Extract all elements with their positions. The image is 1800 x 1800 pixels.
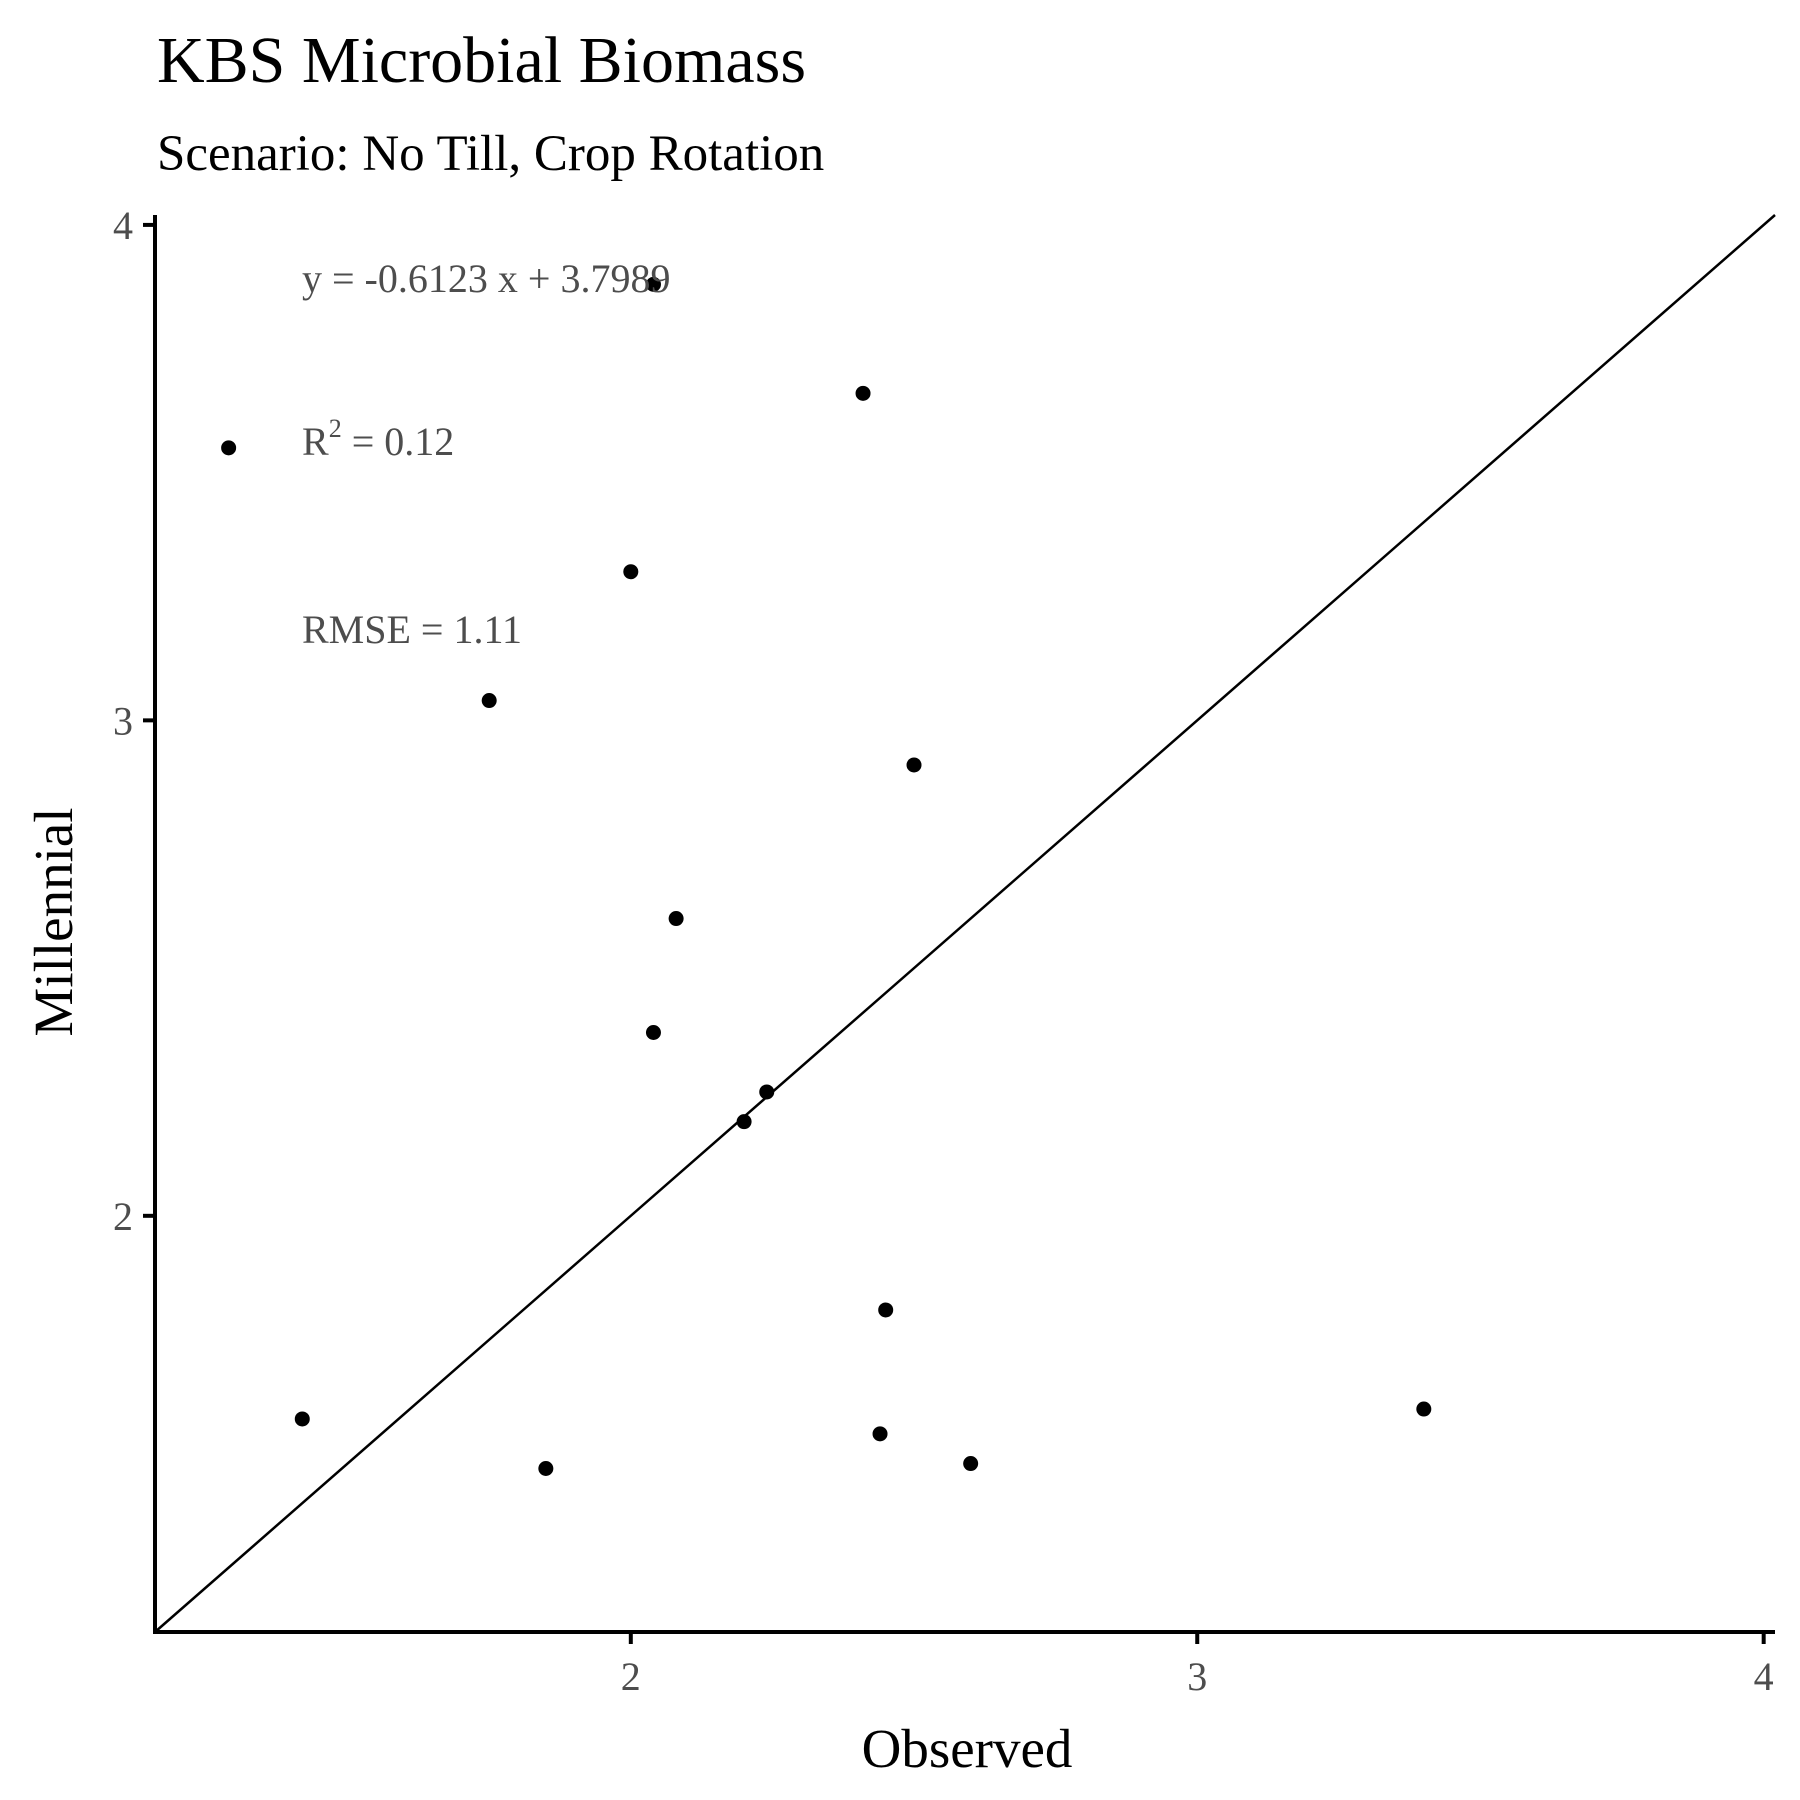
y-tick-label: 3: [113, 698, 133, 743]
data-point: [645, 276, 661, 292]
chart-subtitle: Scenario: No Till, Crop Rotation: [157, 126, 824, 182]
plot-area: 2 3 4 2 3 4: [113, 203, 1776, 1699]
data-point: [481, 693, 497, 709]
data-point: [645, 1025, 661, 1040]
r-squared-value: = 0.12: [342, 419, 455, 464]
x-tick-label: 2: [621, 1654, 641, 1699]
y-tick-label: 2: [113, 1194, 133, 1239]
data-point: [872, 1426, 888, 1442]
r-squared-label: R2 = 0.12: [302, 414, 454, 464]
x-axis-ticks: 2 3 4: [621, 1632, 1774, 1699]
y-axis-title: Millennial: [23, 807, 84, 1036]
r-squared-prefix: R: [302, 419, 329, 464]
data-point: [878, 1302, 894, 1318]
data-point: [221, 440, 237, 456]
data-point: [668, 911, 684, 927]
data-points: [221, 276, 1432, 1476]
data-point: [855, 385, 871, 401]
data-point: [906, 757, 922, 773]
rmse-label: RMSE = 1.11: [302, 607, 522, 652]
y-tick-label: 4: [113, 203, 133, 248]
data-point: [538, 1461, 554, 1476]
x-tick-label: 3: [1187, 1654, 1207, 1699]
r-squared-superscript: 2: [329, 414, 342, 443]
one-to-one-line: [154, 214, 1776, 1633]
data-point: [963, 1456, 979, 1472]
data-point: [294, 1411, 310, 1427]
x-axis-title: Observed: [862, 1718, 1073, 1779]
y-axis-ticks: 2 3 4: [113, 203, 155, 1239]
chart-title: KBS Microbial Biomass: [157, 24, 806, 97]
regression-equation: y = -0.6123 x + 3.7989: [302, 256, 670, 301]
data-point: [623, 564, 639, 580]
data-point: [1416, 1401, 1432, 1417]
data-point: [759, 1084, 775, 1100]
x-tick-label: 4: [1754, 1654, 1774, 1699]
data-point: [736, 1114, 752, 1130]
